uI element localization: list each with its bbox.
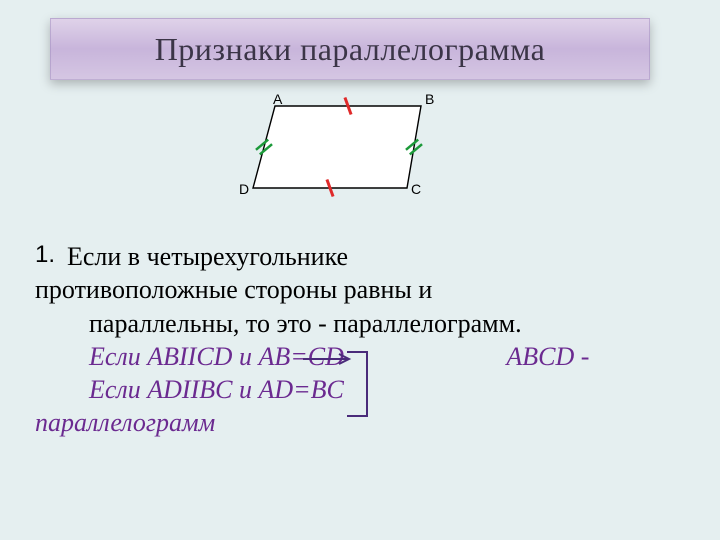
content-block: 1. Если в четырехугольнике противоположн…: [35, 240, 695, 440]
line3b: ABCD -: [506, 342, 589, 371]
title-banner: Признаки параллелограмма: [50, 18, 650, 80]
svg-text:D: D: [239, 181, 249, 197]
list-number: 1.: [35, 240, 67, 273]
title-text: Признаки параллелограмма: [155, 31, 546, 68]
svg-text:C: C: [411, 181, 421, 197]
line1b: противоположные стороны равны и: [35, 273, 695, 306]
svg-text:A: A: [273, 91, 283, 107]
bracket-icon: [345, 350, 375, 420]
line2: параллельны, то это - параллелограмм.: [35, 307, 695, 340]
svg-text:B: B: [425, 91, 434, 107]
line1: Если в четырехугольнике: [67, 240, 348, 273]
line3: Если ABIICD и AB=CD ABCD -: [35, 340, 695, 373]
parallelogram-diagram: A B C D: [235, 90, 455, 210]
